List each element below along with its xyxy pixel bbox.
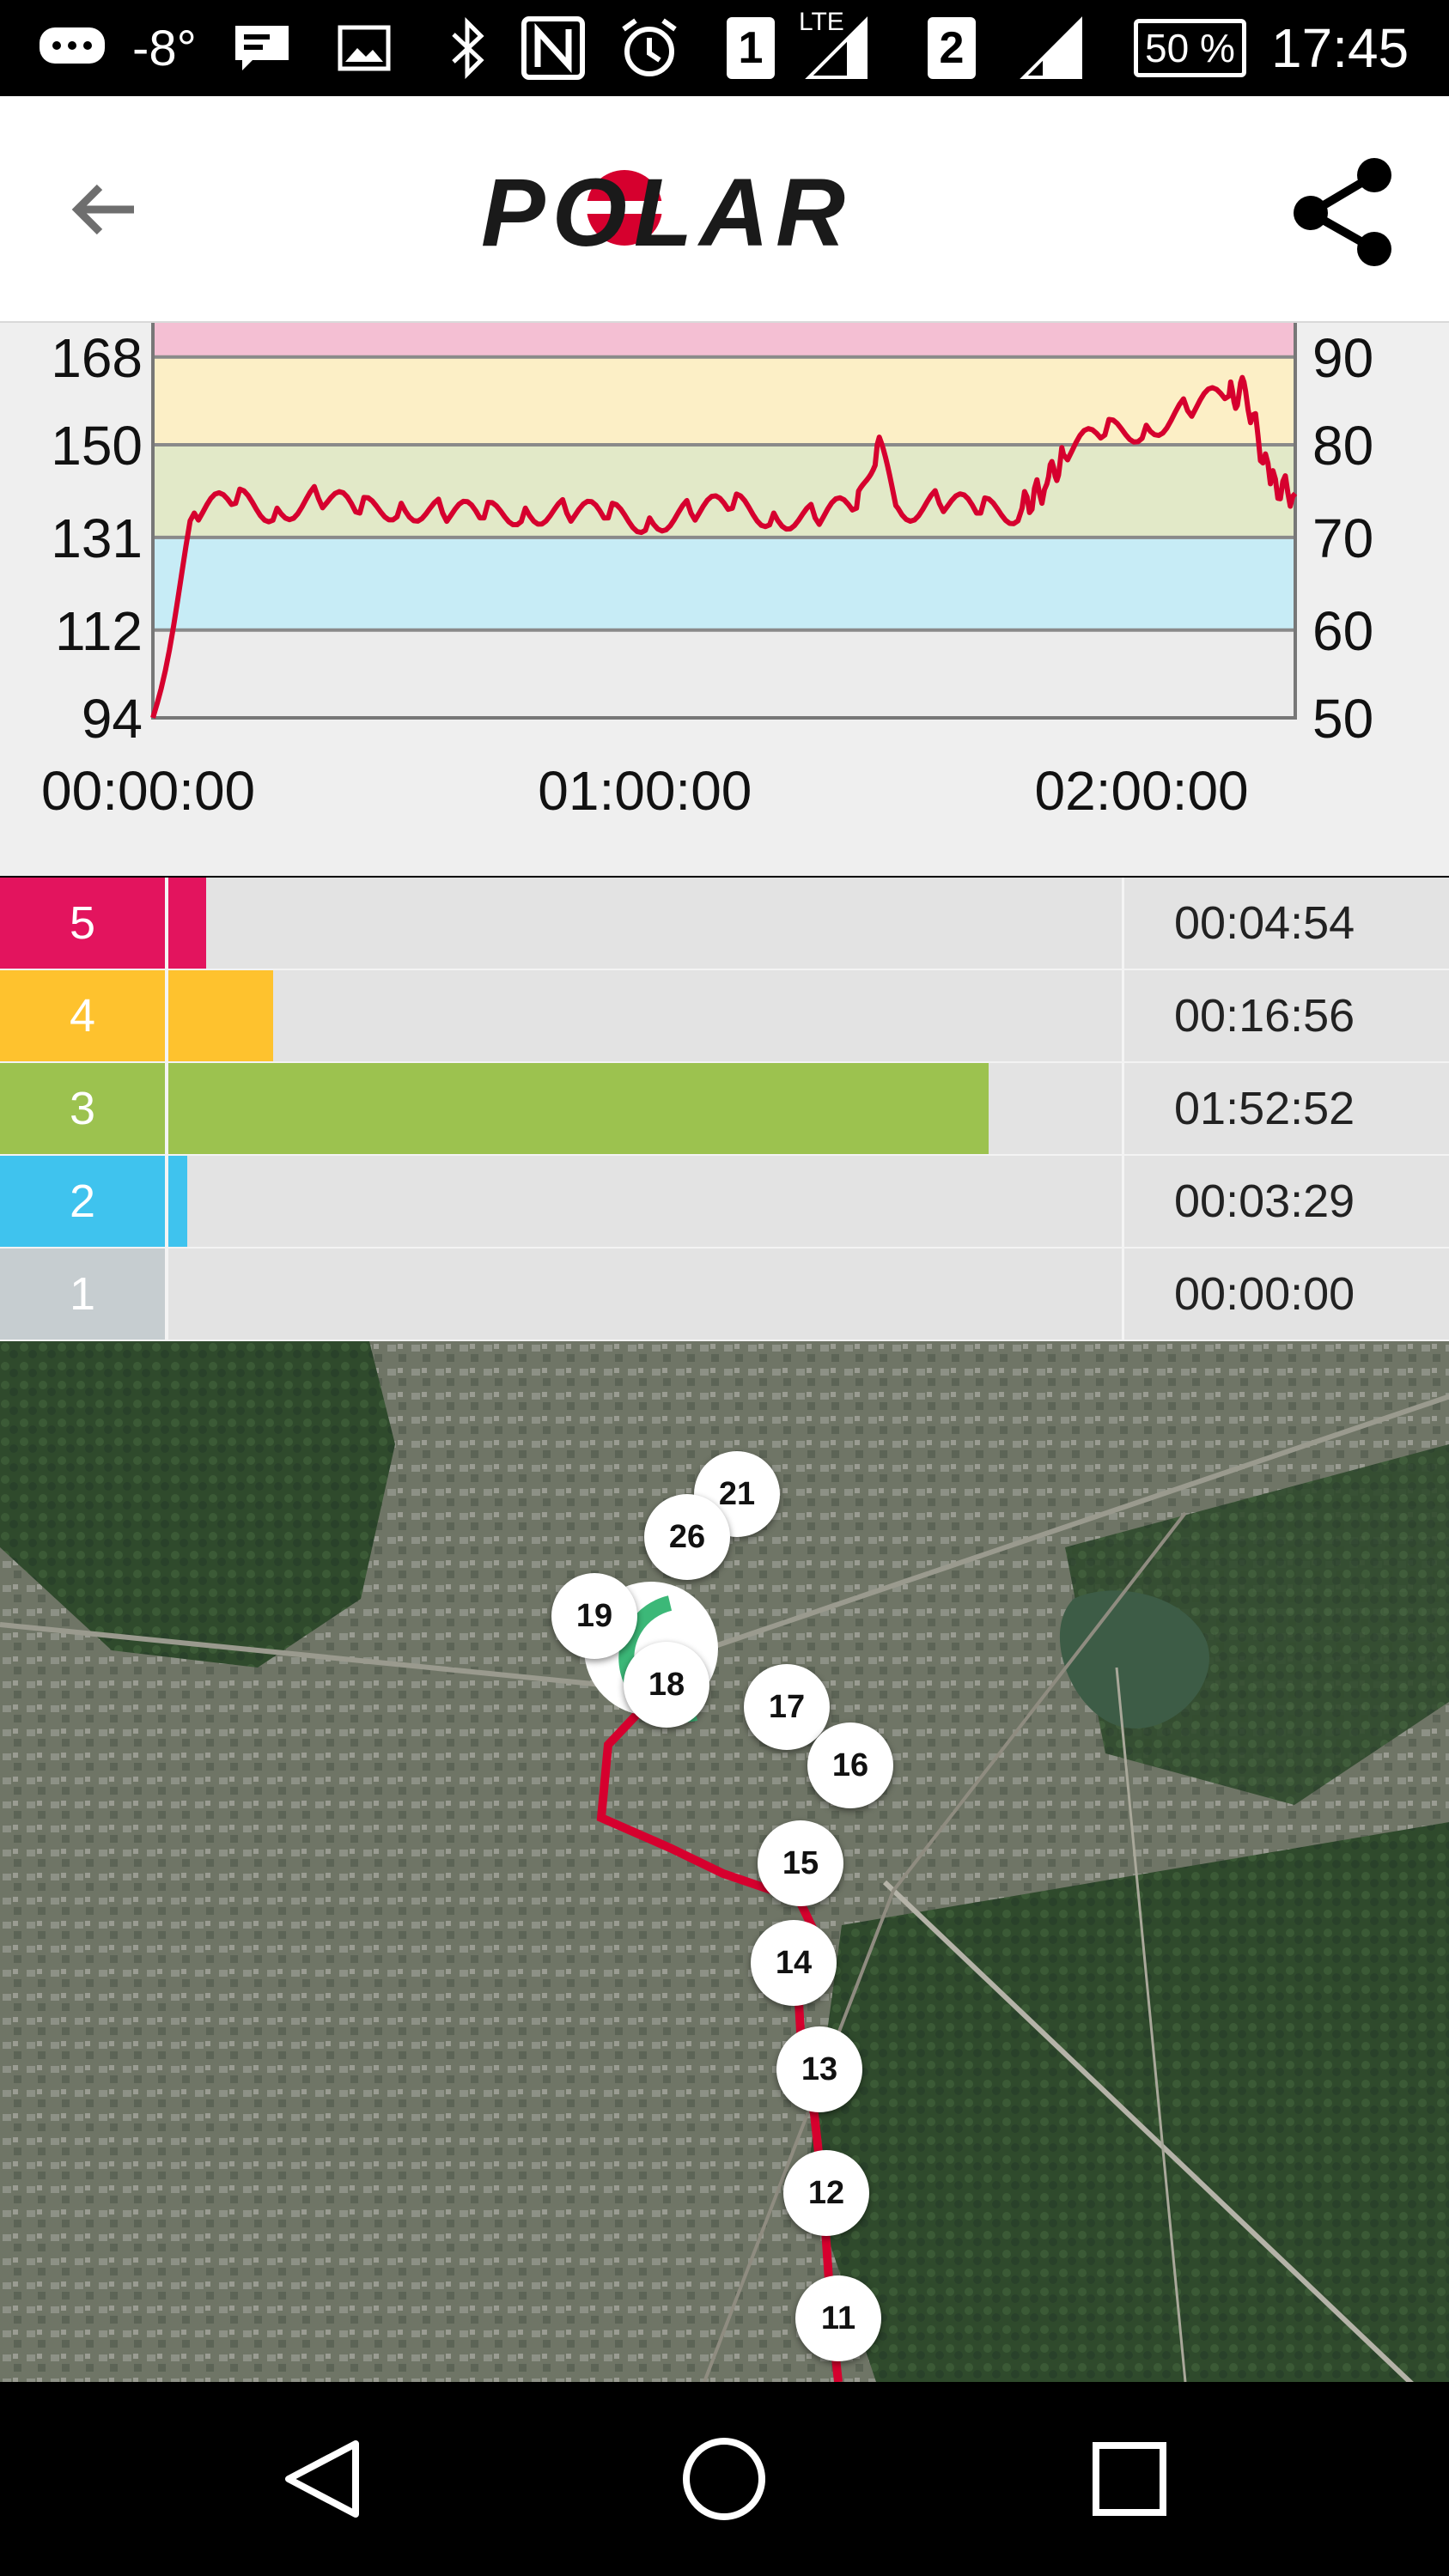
lap-marker[interactable]: 13 [776, 2026, 862, 2112]
image-icon [337, 0, 392, 96]
zone-band-5 [153, 323, 1295, 357]
lap-marker[interactable]: 19 [551, 1573, 637, 1659]
zone-separator [1122, 1156, 1124, 1247]
zone-row-4[interactable]: 4 00:16:56 [0, 970, 1449, 1063]
zone-time-label: 00:00:00 [1174, 1268, 1355, 1320]
lap-marker[interactable]: 14 [751, 1920, 837, 2006]
y-right-tick-label: 90 [1312, 326, 1374, 389]
sim2-badge: 2 [928, 17, 976, 79]
zone-divider [165, 1063, 168, 1154]
zone-time-label: 00:03:29 [1174, 1176, 1355, 1227]
zone-time-cell: 00:04:54 [1124, 878, 1449, 969]
chart-axes [151, 323, 1297, 720]
zone-number: 4 [0, 970, 165, 1061]
heart-rate-zones: 5 00:04:54 4 00:16:56 3 01:52:52 2 00:03:29 1 00:… [0, 878, 1449, 1341]
polar-logo-mark [582, 170, 667, 246]
zone-row-1[interactable]: 1 00:00:00 [0, 1249, 1449, 1341]
y-right-tick-label: 70 [1312, 507, 1374, 569]
battery-indicator: 50 % [1134, 19, 1246, 77]
lap-marker[interactable]: 15 [758, 1820, 843, 1906]
zone-time-cell: 01:52:52 [1124, 1063, 1449, 1154]
y-left-tick-label: 112 [54, 599, 143, 662]
zone-time-label: 01:52:52 [1174, 1083, 1355, 1134]
y-left-tick-label: 131 [51, 507, 143, 569]
lap-marker[interactable]: 17 [744, 1664, 830, 1750]
zone-band-2 [153, 537, 1295, 630]
logo-text: POLAR [481, 159, 852, 266]
zone-row-2[interactable]: 2 00:03:29 [0, 1156, 1449, 1249]
alarm-icon [617, 0, 682, 96]
zone-band-3 [153, 444, 1295, 538]
y-left-tick-label: 150 [51, 414, 143, 477]
app-bar: POLAR [0, 96, 1449, 323]
zone-time-bar [168, 1156, 188, 1247]
signal-icon-2 [1019, 0, 1087, 96]
polar-logo: POLAR [481, 161, 979, 264]
zone-time-label: 00:16:56 [1174, 990, 1355, 1042]
heart-rate-plot [150, 323, 1298, 720]
zone-time-bar [168, 970, 274, 1061]
zone-time-cell: 00:16:56 [1124, 970, 1449, 1061]
x-tick-label: 01:00:00 [538, 760, 752, 822]
y-left-tick-label: 94 [81, 688, 143, 750]
y-right-tick-label: 80 [1312, 414, 1374, 477]
zone-divider [165, 970, 168, 1061]
nav-back-icon [285, 2440, 359, 2518]
zone-time-cell: 00:03:29 [1124, 1156, 1449, 1247]
zone-separator [1122, 970, 1124, 1061]
zone-separator [1122, 1063, 1124, 1154]
x-tick-label: 00:00:00 [41, 760, 256, 822]
lap-marker[interactable]: 12 [783, 2150, 869, 2236]
system-nav-bar [0, 2382, 1449, 2576]
chat-bubble-icon [38, 0, 107, 96]
y-right-tick-label: 60 [1312, 599, 1374, 662]
zone-row-3[interactable]: 3 01:52:52 [0, 1063, 1449, 1156]
signal-icon [804, 0, 873, 96]
nfc-icon [521, 0, 586, 96]
share-button[interactable] [1288, 156, 1400, 268]
lap-marker[interactable]: 16 [807, 1722, 893, 1808]
message-icon [232, 0, 292, 96]
zone-time-bar [168, 1063, 989, 1154]
network-type-text: LTE [799, 8, 844, 36]
heart-rate-line [150, 374, 1298, 719]
nav-recents-button[interactable] [1082, 2432, 1177, 2526]
zone-row-5[interactable]: 5 00:04:54 [0, 878, 1449, 970]
sim1-badge: 1 [727, 17, 775, 79]
lap-marker[interactable]: 11 [795, 2275, 881, 2361]
zone-number: 2 [0, 1156, 165, 1247]
heart-rate-chart: 168 150 131 112 94 90 80 70 60 50 00:00:00 01:00:00… [0, 323, 1449, 876]
arrow-back-icon [71, 184, 134, 235]
nav-home-icon [683, 2438, 765, 2520]
zone-time-bar [168, 878, 207, 969]
lap-marker[interactable]: 21 [694, 1451, 780, 1537]
zone-number: 5 [0, 878, 165, 969]
zone-time-label: 00:04:54 [1174, 897, 1355, 949]
zone-band-1 [153, 629, 1295, 718]
lap-marker[interactable]: 26 [644, 1494, 730, 1580]
nav-back-button[interactable] [277, 2432, 371, 2526]
zone-time-cell: 00:00:00 [1124, 1249, 1449, 1340]
zone-number: 3 [0, 1063, 165, 1154]
bluetooth-icon [447, 0, 490, 96]
share-icon [1294, 158, 1391, 266]
y-left-tick-label: 168 [51, 326, 143, 389]
zone-separator [1122, 878, 1124, 969]
zone-divider [165, 878, 168, 969]
nav-home-button[interactable] [677, 2432, 771, 2526]
zone-number: 1 [0, 1249, 165, 1340]
zone-separator [1122, 1249, 1124, 1340]
clock-text: 17:45 [1271, 17, 1409, 79]
zone-divider [165, 1156, 168, 1247]
x-tick-label: 02:00:00 [1034, 760, 1249, 822]
temperature-text: -8° [132, 20, 197, 76]
back-button[interactable] [60, 165, 163, 259]
y-right-tick-label: 50 [1312, 688, 1374, 750]
route-map[interactable]: 21 26 19 18 17 16 15 14 13 12 11 [0, 1341, 1449, 2382]
zone-divider [165, 1249, 168, 1340]
nav-recents-icon [1093, 2442, 1166, 2516]
status-bar: -8° 1 LTE 2 50 % 17:45 [0, 0, 1449, 96]
lap-marker[interactable]: 18 [624, 1642, 709, 1728]
